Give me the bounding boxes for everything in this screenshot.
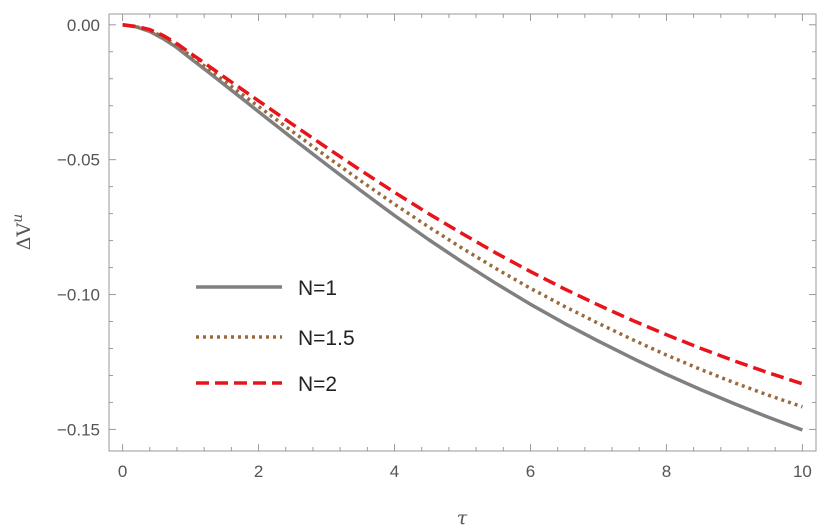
x-tick-label: 8 <box>662 462 671 481</box>
y-axis-label: ΔVu <box>10 214 35 250</box>
x-tick-label: 0 <box>118 462 127 481</box>
y-axis-label-main: ΔV <box>13 223 35 251</box>
x-axis-label: τ <box>457 507 468 529</box>
y-tick-label: −0.10 <box>57 286 100 305</box>
x-tick-label: 6 <box>526 462 535 481</box>
x-tick-label: 2 <box>254 462 263 481</box>
series-line-n-2 <box>122 23 803 386</box>
x-tick-label: 4 <box>390 462 399 481</box>
series-line-n-1 <box>122 23 804 432</box>
legend-label: N=2 <box>298 373 337 396</box>
axis-ticks: 0 2 4 6 8 10 0.00 −0.05 −0.10 −0.15 <box>57 14 816 481</box>
x-tick-label: 10 <box>793 462 812 481</box>
y-tick-label: −0.05 <box>57 151 100 170</box>
plot-frame <box>108 13 817 452</box>
legend-label: N=1.5 <box>298 327 355 350</box>
y-tick-label: −0.15 <box>57 420 100 439</box>
series-lines <box>122 23 804 432</box>
legend: N=1 N=1.5 N=2 <box>196 277 355 396</box>
y-axis-label-superscript: u <box>10 214 26 223</box>
y-tick-label: 0.00 <box>67 16 100 35</box>
legend-label: N=1 <box>298 277 337 300</box>
